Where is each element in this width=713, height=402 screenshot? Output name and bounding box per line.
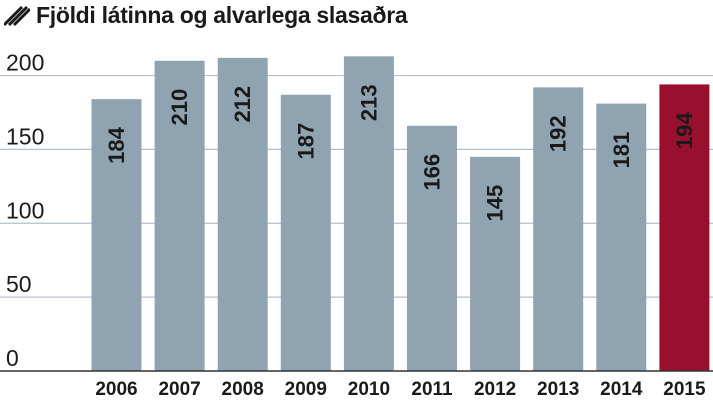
- bar-2006: [91, 99, 142, 371]
- x-tick-label-2011: 2011: [411, 379, 453, 400]
- x-tick-label-2008: 2008: [222, 379, 264, 400]
- bar-2009: [280, 94, 331, 371]
- data-label-2008: 212: [230, 86, 255, 123]
- hatch-icon: [4, 5, 30, 26]
- y-tick-label-200: 200: [6, 50, 44, 76]
- x-tick-label-2009: 2009: [285, 379, 327, 400]
- x-tick-label-2007: 2007: [158, 379, 200, 400]
- chart-title-text: Fjöldi látinna og alvarlega slasaðra: [36, 2, 408, 28]
- data-label-2015: 194: [672, 112, 697, 149]
- x-tick-label-2014: 2014: [600, 379, 643, 400]
- y-tick-label-50: 50: [6, 271, 32, 297]
- chart-title: Fjöldi látinna og alvarlega slasaðra: [4, 2, 408, 29]
- x-tick-label-2012: 2012: [474, 379, 516, 400]
- data-label-2014: 181: [609, 132, 634, 169]
- x-tick-label-2006: 2006: [95, 379, 137, 400]
- y-tick-label-0: 0: [6, 345, 19, 371]
- x-tick-label-2015: 2015: [663, 379, 706, 400]
- y-tick-label-150: 150: [6, 123, 44, 149]
- data-label-2006: 184: [104, 126, 129, 163]
- bar-2010: [343, 56, 394, 371]
- data-label-2011: 166: [420, 154, 445, 191]
- bar-2015: [659, 84, 710, 371]
- bar-2012: [470, 156, 521, 371]
- bar-2007: [154, 60, 205, 371]
- bar-2013: [533, 87, 584, 371]
- bars: 184 210 212 187 213 166 145 192 181 194: [91, 56, 710, 372]
- x-tick-label-2010: 2010: [348, 379, 390, 400]
- bar-2008: [217, 57, 268, 372]
- data-label-2010: 213: [356, 84, 381, 121]
- bar-2014: [596, 103, 647, 371]
- bar-2011: [407, 125, 457, 371]
- data-label-2013: 192: [546, 115, 571, 152]
- data-label-2007: 210: [167, 89, 192, 126]
- axes: 0 50 100 150 200 2006 2007 2008 2009 2010 2011 2012…: [0, 50, 713, 400]
- x-tick-label-2013: 2013: [537, 379, 579, 400]
- data-label-2012: 145: [483, 185, 508, 222]
- data-label-2009: 187: [293, 123, 318, 160]
- y-tick-label-100: 100: [6, 197, 44, 223]
